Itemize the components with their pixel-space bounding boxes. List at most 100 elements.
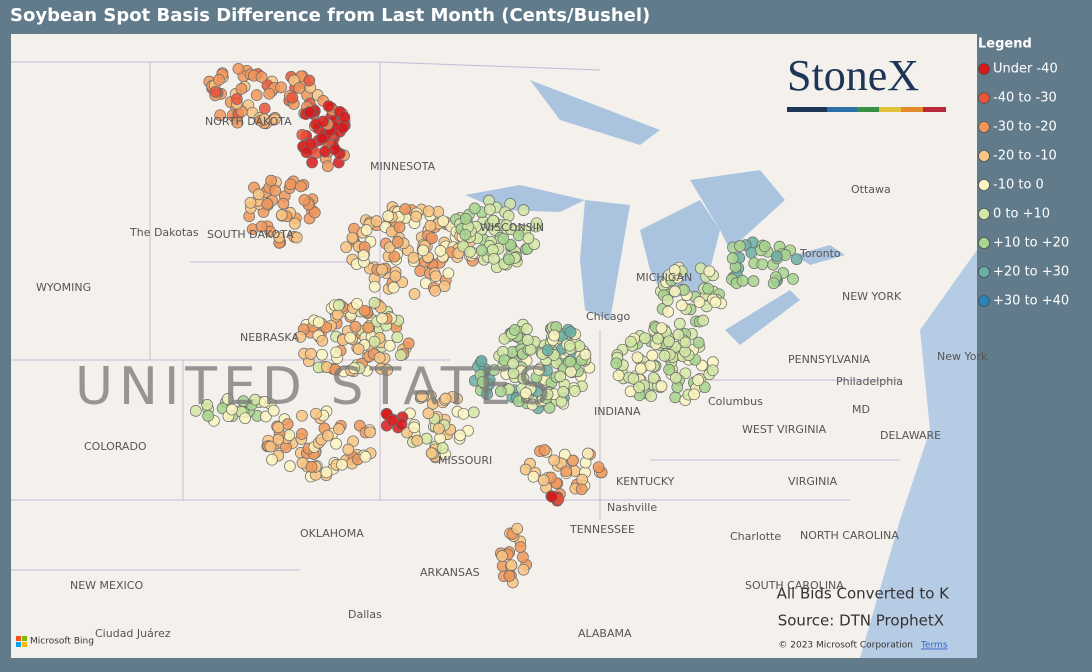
bid-dot [610, 357, 623, 370]
legend-swatch [978, 208, 990, 220]
bid-dot [202, 410, 214, 422]
bid-dot [736, 275, 749, 287]
bid-dot [349, 320, 362, 333]
bid-dot [320, 466, 333, 479]
map-label: VIRGINIA [788, 475, 838, 488]
bid-dot [306, 156, 318, 169]
legend-swatch [978, 179, 990, 191]
bid-dot [533, 363, 545, 376]
bid-dot [688, 388, 700, 401]
bid-dot [258, 113, 271, 126]
bid-dot [319, 145, 331, 158]
bid-dot [303, 74, 316, 87]
bid-dot [541, 388, 554, 401]
legend-label: -20 to -10 [993, 149, 1057, 164]
bid-dot [679, 336, 692, 349]
bid-dot [646, 349, 659, 362]
bid-dot [579, 348, 592, 361]
bid-dot [322, 100, 335, 112]
bid-dot [527, 470, 540, 483]
bid-dot [258, 396, 271, 408]
map-label: INDIANA [594, 405, 641, 418]
bid-dot [503, 253, 515, 266]
bid-dot [407, 251, 420, 264]
bid-dot [670, 372, 682, 384]
bid-dot [342, 443, 355, 456]
bid-dot [429, 284, 441, 297]
bid-dot [235, 83, 248, 95]
bid-dot [582, 447, 594, 460]
bid-dot [634, 362, 647, 375]
bid-dot [263, 87, 276, 100]
bid-dot [564, 326, 577, 338]
bid-dot [295, 180, 307, 193]
bing-icon [16, 636, 27, 647]
bid-dot [790, 253, 803, 266]
bid-dot [692, 374, 704, 387]
bid-dot [360, 224, 373, 236]
bid-dot [554, 370, 567, 383]
bid-dot [517, 563, 530, 576]
bid-dot [434, 245, 447, 257]
bid-dot [346, 231, 359, 244]
bid-dot [612, 369, 625, 382]
bid-dot [368, 280, 381, 293]
title: Soybean Spot Basis Difference from Last … [10, 5, 650, 26]
bid-dot [265, 174, 277, 187]
bid-dot [370, 215, 383, 227]
bid-dot [417, 244, 430, 257]
bid-dot [296, 128, 309, 141]
bid-dot [422, 205, 435, 218]
bid-dot [433, 422, 445, 435]
map-label: WYOMING [36, 281, 91, 294]
water [465, 80, 977, 658]
bid-dot [576, 473, 588, 486]
logo: StoneX [787, 51, 946, 112]
bid-dot [464, 246, 476, 258]
bid-dot [514, 541, 527, 553]
map-label: NEBRASKA [240, 331, 299, 344]
bid-dot [673, 317, 686, 330]
map-label: NEW YORK [842, 290, 902, 303]
bid-dot [575, 483, 588, 496]
bid-dot [647, 372, 660, 384]
bid-dot [568, 385, 581, 397]
bid-dot [434, 432, 446, 445]
legend-label: -10 to 0 [993, 178, 1044, 193]
bid-dot [425, 447, 438, 459]
legend-label: 0 to +10 [993, 207, 1050, 222]
bid-dot [669, 285, 681, 298]
bid-dot [330, 437, 342, 450]
bid-dot [330, 346, 343, 359]
bid-dot [546, 490, 558, 503]
bing-label: Microsoft Bing [30, 637, 94, 647]
bid-dot [468, 202, 481, 215]
terms-link[interactable]: Terms [920, 641, 948, 651]
bid-dot [293, 82, 306, 94]
map-label: COLORADO [84, 440, 147, 453]
bid-dot [387, 281, 400, 294]
bid-dot [415, 390, 428, 402]
bid-dot [747, 275, 760, 287]
bid-dot [305, 461, 318, 473]
bid-dot [555, 395, 568, 408]
map-label: Dallas [348, 608, 382, 621]
bid-dot [697, 314, 709, 327]
legend-label: -30 to -20 [993, 120, 1057, 135]
bid-dot [767, 277, 780, 290]
bid-dot [669, 391, 682, 404]
bid-dot [340, 241, 352, 254]
legend-swatch [978, 237, 990, 249]
map-label: Ottawa [851, 183, 891, 196]
map-label: OKLAHOMA [300, 527, 364, 540]
legend-label: -40 to -30 [993, 91, 1057, 106]
bid-dot [429, 270, 442, 283]
map-label: New York [937, 350, 988, 363]
bid-dot [475, 244, 488, 257]
bid-dot [663, 363, 675, 376]
legend-swatch [978, 150, 990, 162]
legend-swatch [978, 121, 990, 133]
bid-dot [508, 324, 521, 336]
bid-dot [402, 337, 415, 350]
bid-dot [726, 252, 739, 265]
